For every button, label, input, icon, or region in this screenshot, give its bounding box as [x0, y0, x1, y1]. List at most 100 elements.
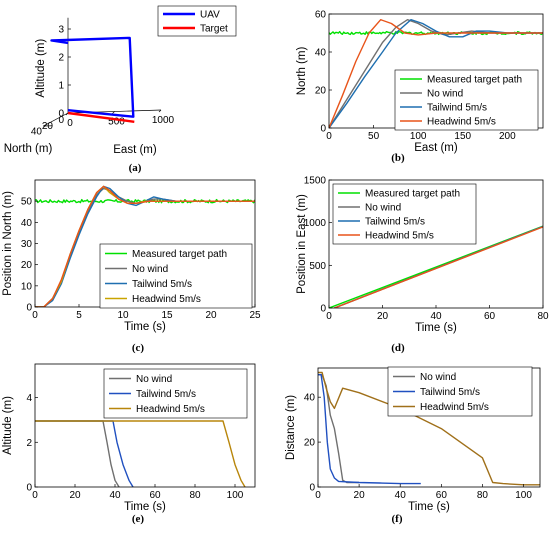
y-tick-label: 4	[26, 393, 32, 404]
series-group	[329, 19, 543, 128]
panel-label: (d)	[391, 342, 405, 354]
x-axis-label: Time (s)	[124, 501, 166, 513]
legend-entry: Measured target path	[132, 249, 227, 260]
legend-box	[157, 5, 237, 37]
legend-entry: No wind	[136, 374, 172, 385]
y-tick-label: 40	[315, 48, 327, 59]
x-axis-label: Time (s)	[124, 321, 166, 333]
x-tick-label: 40	[395, 490, 407, 501]
y-tick-label: 2	[26, 438, 32, 449]
x-tick-label: 1000	[152, 115, 175, 126]
panel-c: 0 5 10 15 20 25 0 10 20 30 40 50 Time (s) Position in…	[2, 179, 261, 354]
y-tick-label: 500	[309, 261, 326, 272]
x-tick-label: 80	[189, 490, 201, 501]
x-tick-label: 100	[227, 490, 244, 501]
panel-e: 0 20 40 60 80 100 0 2 4 Time (s) Altitude (m) (e) No…	[2, 363, 256, 525]
y-tick-label: 60	[315, 10, 327, 21]
legend-box	[99, 243, 253, 309]
x-tick-label: 60	[149, 490, 161, 501]
legend-entry: Tailwind 5m/s	[365, 217, 425, 228]
x-tick-label: 50	[368, 131, 380, 142]
legend-box	[332, 183, 477, 245]
x-axis-label: East (m)	[414, 142, 458, 154]
legend-entry: Tailwind 5m/s	[420, 387, 480, 398]
x-tick-label: 0	[315, 490, 321, 501]
x-tick-label: 40	[430, 311, 442, 322]
legend-entry: Tailwind 5m/s	[136, 389, 196, 400]
x-tick-label: 0	[326, 131, 332, 142]
series-line	[35, 185, 255, 307]
x-tick-label: 80	[537, 311, 549, 322]
x-tick-label: 100	[515, 490, 532, 501]
x-tick-label: 5	[76, 310, 82, 321]
legend-entry: No wind	[420, 372, 456, 383]
legend-entry: No wind	[365, 203, 401, 214]
axis-line	[43, 112, 69, 127]
legend-entry: Target	[200, 24, 228, 35]
x-tick-label: 20	[205, 310, 217, 321]
legend: No wind Tailwind 5m/s Headwind 5m/s	[387, 366, 533, 417]
legend: Measured target path No wind Tailwind 5m/s…	[332, 183, 477, 245]
series-line	[50, 36, 135, 118]
z-tick-label: 2	[58, 53, 64, 64]
x-axis-label: East (m)	[113, 144, 157, 156]
y-tick-label: 0	[58, 115, 64, 126]
y-axis-label: Distance (m)	[285, 395, 297, 460]
z-tick-label: 0	[58, 109, 64, 120]
x-tick-label: 20	[377, 311, 389, 322]
y-axis-label: Position in North (m)	[2, 191, 14, 296]
y-tick-label: 20	[315, 86, 327, 97]
y-tick-label: 10	[21, 281, 33, 292]
panel-label: (a)	[129, 162, 142, 174]
series-line	[35, 420, 134, 487]
series-line	[329, 19, 543, 128]
legend-entry: UAV	[200, 10, 220, 21]
legend-entry: Headwind 5m/s	[136, 404, 205, 415]
x-tick-label: 500	[108, 117, 125, 128]
x-tick-label: 20	[69, 490, 81, 501]
legend: UAV Target	[157, 5, 237, 37]
panel-label: (c)	[132, 342, 145, 354]
series-line	[35, 420, 246, 487]
x-tick-label: 0	[32, 310, 38, 321]
x-tick-mark	[65, 112, 69, 116]
z-tick-label: 1	[58, 81, 64, 92]
x-axis-label: Time (s)	[408, 501, 450, 513]
panel-label: (b)	[391, 152, 405, 164]
y-tick-label: 0	[320, 124, 326, 135]
y-tick-label: 1000	[304, 218, 327, 229]
legend-entry: Tailwind 5m/s	[132, 279, 192, 290]
legend-entry: Headwind 5m/s	[132, 294, 201, 305]
series-line	[35, 420, 120, 487]
y-tick-label: 0	[26, 303, 32, 314]
legend: Measured target path No wind Tailwind 5m/s…	[99, 243, 253, 309]
z-axis-label: Altitude (m)	[35, 39, 47, 98]
x-axis-label: Time (s)	[415, 322, 457, 334]
x-tick-label: 60	[484, 311, 496, 322]
y-axis-label: Position in East (m)	[296, 194, 308, 294]
panel-label: (e)	[132, 513, 145, 525]
x-tick-label: 15	[161, 310, 173, 321]
panel-d: 0 20 40 60 80 0 500 1000 1500 Time (s) Position in…	[296, 176, 549, 355]
legend: Measured target path No wind Tailwind 5m/s…	[394, 69, 539, 131]
y-tick-label: 50	[21, 197, 33, 208]
z-tick-label: 3	[58, 25, 64, 36]
legend-entry: No wind	[132, 264, 168, 275]
legend-entry: No wind	[427, 89, 463, 100]
y-axis-label: North (m)	[4, 143, 53, 155]
axes-box	[34, 363, 256, 488]
legend-entry: Tailwind 5m/s	[427, 103, 487, 114]
series-line	[329, 19, 543, 128]
y-tick-label: 0	[309, 483, 315, 494]
series-group	[35, 420, 246, 487]
x-tick-label: 10	[117, 310, 129, 321]
x-tick-label: 150	[454, 131, 471, 142]
series-line	[67, 111, 135, 123]
x-tick-label: 60	[436, 490, 448, 501]
y-tick-label: 20	[304, 438, 316, 449]
x-tick-mark	[112, 111, 115, 114]
series-line	[318, 371, 540, 486]
